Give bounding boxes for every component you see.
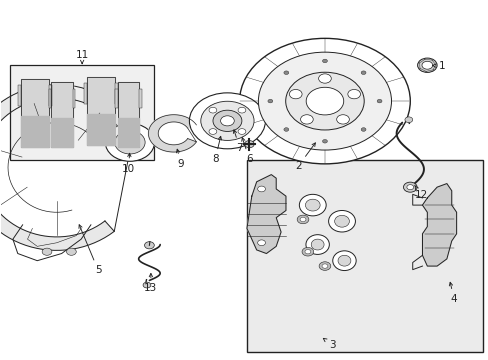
Ellipse shape xyxy=(334,215,349,227)
Polygon shape xyxy=(20,116,49,147)
Circle shape xyxy=(208,107,216,113)
Polygon shape xyxy=(84,84,86,104)
Text: 9: 9 xyxy=(176,149,184,169)
Circle shape xyxy=(322,264,327,268)
Polygon shape xyxy=(86,114,115,145)
Ellipse shape xyxy=(299,194,325,216)
Circle shape xyxy=(297,215,308,224)
Circle shape xyxy=(361,128,365,131)
Ellipse shape xyxy=(305,235,329,255)
Circle shape xyxy=(257,186,265,192)
Circle shape xyxy=(201,101,254,140)
Text: 7: 7 xyxy=(233,130,243,153)
Text: 3: 3 xyxy=(323,338,335,350)
Circle shape xyxy=(208,129,216,134)
Text: 4: 4 xyxy=(448,282,457,304)
Text: 1: 1 xyxy=(432,61,445,71)
Ellipse shape xyxy=(115,131,145,154)
Circle shape xyxy=(361,71,365,75)
Ellipse shape xyxy=(105,123,154,161)
Circle shape xyxy=(144,242,154,249)
Circle shape xyxy=(322,59,327,63)
Circle shape xyxy=(289,90,302,99)
Text: 8: 8 xyxy=(211,136,221,164)
Circle shape xyxy=(267,99,272,103)
Text: 2: 2 xyxy=(294,143,315,171)
Circle shape xyxy=(300,217,305,222)
Ellipse shape xyxy=(332,251,355,271)
Polygon shape xyxy=(115,89,118,108)
Circle shape xyxy=(244,140,254,148)
Circle shape xyxy=(376,99,381,103)
Circle shape xyxy=(417,58,436,72)
Polygon shape xyxy=(115,84,118,104)
Polygon shape xyxy=(118,82,139,147)
Polygon shape xyxy=(246,175,285,253)
Circle shape xyxy=(302,247,313,256)
Ellipse shape xyxy=(310,239,324,250)
Circle shape xyxy=(403,182,416,192)
Text: 5: 5 xyxy=(79,225,102,275)
Polygon shape xyxy=(18,85,20,106)
Circle shape xyxy=(285,72,364,130)
Polygon shape xyxy=(51,82,73,147)
Circle shape xyxy=(404,117,412,123)
Circle shape xyxy=(66,248,76,255)
Polygon shape xyxy=(148,115,196,152)
Text: 13: 13 xyxy=(144,274,157,293)
Polygon shape xyxy=(73,89,75,108)
Circle shape xyxy=(406,185,413,190)
Circle shape xyxy=(300,115,313,124)
Circle shape xyxy=(284,71,288,75)
Polygon shape xyxy=(0,85,144,250)
Circle shape xyxy=(284,128,288,131)
Ellipse shape xyxy=(305,199,320,211)
Text: 11: 11 xyxy=(75,50,88,64)
Circle shape xyxy=(258,52,391,150)
Circle shape xyxy=(318,74,330,83)
Circle shape xyxy=(42,248,52,255)
Circle shape xyxy=(239,39,409,164)
Bar xyxy=(10,65,154,160)
Circle shape xyxy=(257,240,265,246)
Text: 12: 12 xyxy=(413,185,427,201)
Polygon shape xyxy=(51,118,73,147)
Polygon shape xyxy=(49,89,51,108)
Circle shape xyxy=(336,115,348,124)
Circle shape xyxy=(319,262,330,270)
Bar xyxy=(246,160,483,352)
Polygon shape xyxy=(139,89,142,108)
Circle shape xyxy=(213,110,242,131)
Text: 10: 10 xyxy=(122,153,135,174)
Circle shape xyxy=(189,93,265,149)
Ellipse shape xyxy=(337,255,350,266)
Ellipse shape xyxy=(328,211,355,232)
Polygon shape xyxy=(20,78,49,147)
Polygon shape xyxy=(422,184,456,266)
Polygon shape xyxy=(49,85,52,106)
Circle shape xyxy=(347,90,360,99)
Polygon shape xyxy=(118,118,139,147)
Circle shape xyxy=(220,116,234,126)
Circle shape xyxy=(421,61,432,69)
Circle shape xyxy=(238,129,245,134)
Circle shape xyxy=(143,282,151,288)
Circle shape xyxy=(305,249,310,254)
Circle shape xyxy=(322,139,327,143)
Polygon shape xyxy=(86,77,115,145)
Circle shape xyxy=(305,87,343,115)
Circle shape xyxy=(238,107,245,113)
Text: 6: 6 xyxy=(241,138,252,164)
